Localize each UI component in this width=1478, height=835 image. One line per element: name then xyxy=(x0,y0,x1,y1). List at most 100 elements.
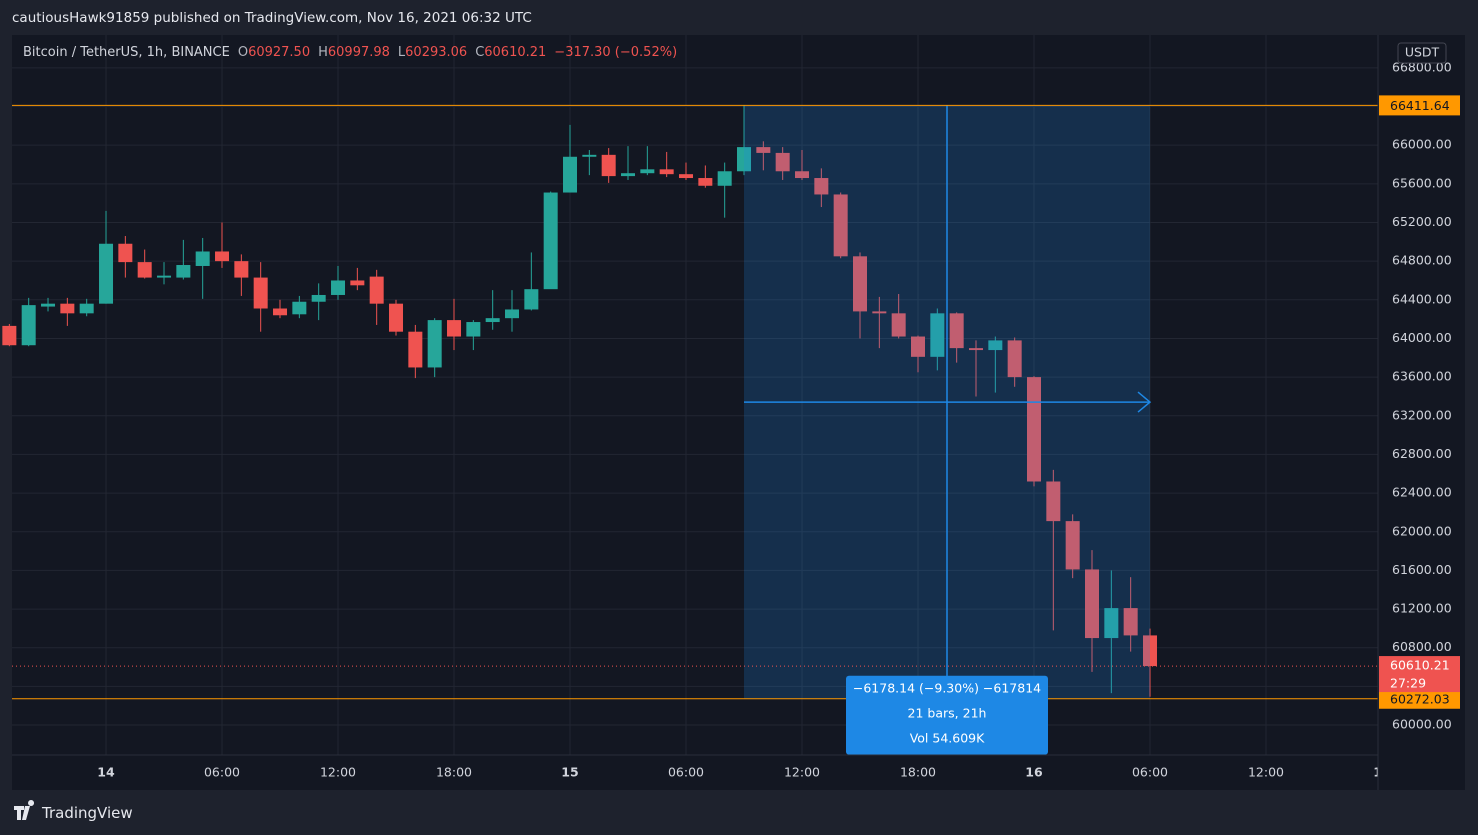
y-tick-label: 64400.00 xyxy=(1392,291,1452,306)
publish-info: cautiousHawk91859 published on TradingVi… xyxy=(12,10,532,26)
candle-body xyxy=(215,251,230,262)
candle-body xyxy=(582,154,597,157)
candle-body xyxy=(1026,377,1041,482)
symbol: Bitcoin / TetherUS, 1h, BINANCE xyxy=(23,45,230,60)
candle-body xyxy=(408,331,423,368)
candle-body xyxy=(389,303,404,332)
last-price-tag xyxy=(1379,656,1460,693)
candle-body xyxy=(969,348,983,351)
grid xyxy=(12,35,1383,755)
measure-text: 21 bars, 21h xyxy=(908,705,987,720)
candle-body xyxy=(273,308,288,316)
candle-body xyxy=(1007,340,1022,378)
measure-info xyxy=(846,675,1049,755)
candle-body xyxy=(1065,521,1080,570)
candle-body xyxy=(775,152,790,172)
y-tick-label: 65200.00 xyxy=(1392,214,1452,229)
y-tick-label: 62400.00 xyxy=(1392,485,1452,500)
y-tick-label: 62000.00 xyxy=(1392,523,1452,538)
candle-body xyxy=(737,147,752,172)
candle-body xyxy=(640,169,655,174)
level-tag xyxy=(1379,95,1460,116)
candle-body xyxy=(872,311,887,314)
candle-body xyxy=(659,169,674,175)
candle-body xyxy=(833,194,848,257)
candle-body xyxy=(466,322,481,337)
y-tick-label: 62800.00 xyxy=(1392,446,1452,461)
currency: USDT xyxy=(1405,45,1440,60)
candle-body xyxy=(1084,569,1099,639)
candle-body xyxy=(1142,635,1157,667)
measure-text: Vol 54.609K xyxy=(910,730,985,745)
ohlc-value: 60997.98 xyxy=(327,45,390,60)
last-price-label: 60610.21 xyxy=(1390,658,1450,673)
symbol-legend: Bitcoin / TetherUS, 1h, BINANCE O60927.50… xyxy=(23,45,677,60)
candle-body xyxy=(21,305,36,346)
candle-body xyxy=(930,313,945,357)
change: −317.30 (−0.52%) xyxy=(554,45,678,60)
candle-body xyxy=(60,303,75,314)
y-tick-label: 66000.00 xyxy=(1392,137,1452,152)
candle-body xyxy=(331,280,346,295)
y-tick-label: 61200.00 xyxy=(1392,601,1452,616)
candle-body xyxy=(350,280,365,286)
ohlc-value: 60927.50 xyxy=(248,45,311,60)
ohlc-key: L xyxy=(397,45,406,60)
level-tag-label: 66411.64 xyxy=(1390,98,1450,113)
y-tick-label: 64000.00 xyxy=(1392,330,1452,345)
x-tick-label: 06:00 xyxy=(1132,765,1168,780)
candle-body xyxy=(157,275,172,278)
ohlc-values: O60927.50 H60997.98 L60293.06 C60610.21 xyxy=(230,45,546,60)
x-tick-label: 15 xyxy=(561,765,578,780)
x-tick-label: 14 xyxy=(97,765,115,780)
candle-body xyxy=(505,309,520,319)
candle-body xyxy=(1123,608,1138,636)
time-axis: 14 06:00 12:00 18:00 15 06:00 12:00 18:00 16 06:0… xyxy=(97,765,1390,780)
candle-body xyxy=(601,154,616,177)
candle-body xyxy=(543,192,558,290)
plot-background xyxy=(12,35,1378,755)
candle-body xyxy=(2,325,17,346)
ohlc-key: O xyxy=(237,45,249,60)
ohlc-key: H xyxy=(318,45,328,60)
y-tick-label: 61600.00 xyxy=(1392,562,1452,577)
countdown-label: 27:29 xyxy=(1390,676,1426,691)
measure-text: −6178.14 (−9.30%) −617814 xyxy=(853,680,1041,695)
overlay: −6178.14 (−9.30%) −617814 21 bars, 21h Vol… xyxy=(12,104,1378,755)
ohlc-key: C xyxy=(475,45,485,60)
candle-body xyxy=(195,251,210,266)
candle-body xyxy=(253,277,268,309)
y-tick-label: 65600.00 xyxy=(1392,175,1452,190)
candle-body xyxy=(1104,608,1119,639)
y-tick-label: 60000.00 xyxy=(1392,717,1452,732)
candle-body xyxy=(311,294,326,302)
candle-body xyxy=(756,147,771,153)
candle-body xyxy=(717,171,732,186)
candle-body xyxy=(79,303,94,314)
candle-body xyxy=(891,313,906,337)
candle-body xyxy=(427,320,442,368)
candle-body xyxy=(949,313,964,349)
candle-body xyxy=(1046,481,1061,522)
candle-body xyxy=(369,276,384,304)
x-tick-label: 16 xyxy=(1025,765,1043,780)
candle-body xyxy=(292,301,307,315)
measure-arrow xyxy=(1137,391,1152,413)
candles xyxy=(2,105,1157,697)
candle-body xyxy=(447,320,462,337)
candle-body xyxy=(137,262,152,278)
currency-badge[interactable] xyxy=(1397,42,1447,64)
logo-icon xyxy=(14,800,35,820)
candle-body xyxy=(853,256,868,312)
y-tick-label: 64800.00 xyxy=(1392,253,1452,268)
x-tick-label: 12:00 xyxy=(1248,765,1284,780)
level-tag xyxy=(1379,688,1460,709)
candle-body xyxy=(234,261,249,278)
candle-body xyxy=(41,303,56,307)
x-tick-label: 12:00 xyxy=(784,765,820,780)
candle-body xyxy=(795,171,810,179)
x-tick-label: 18:00 xyxy=(900,765,936,780)
price-tags: 66411.64 60272.03 60610.21 27:29 xyxy=(1379,95,1460,709)
